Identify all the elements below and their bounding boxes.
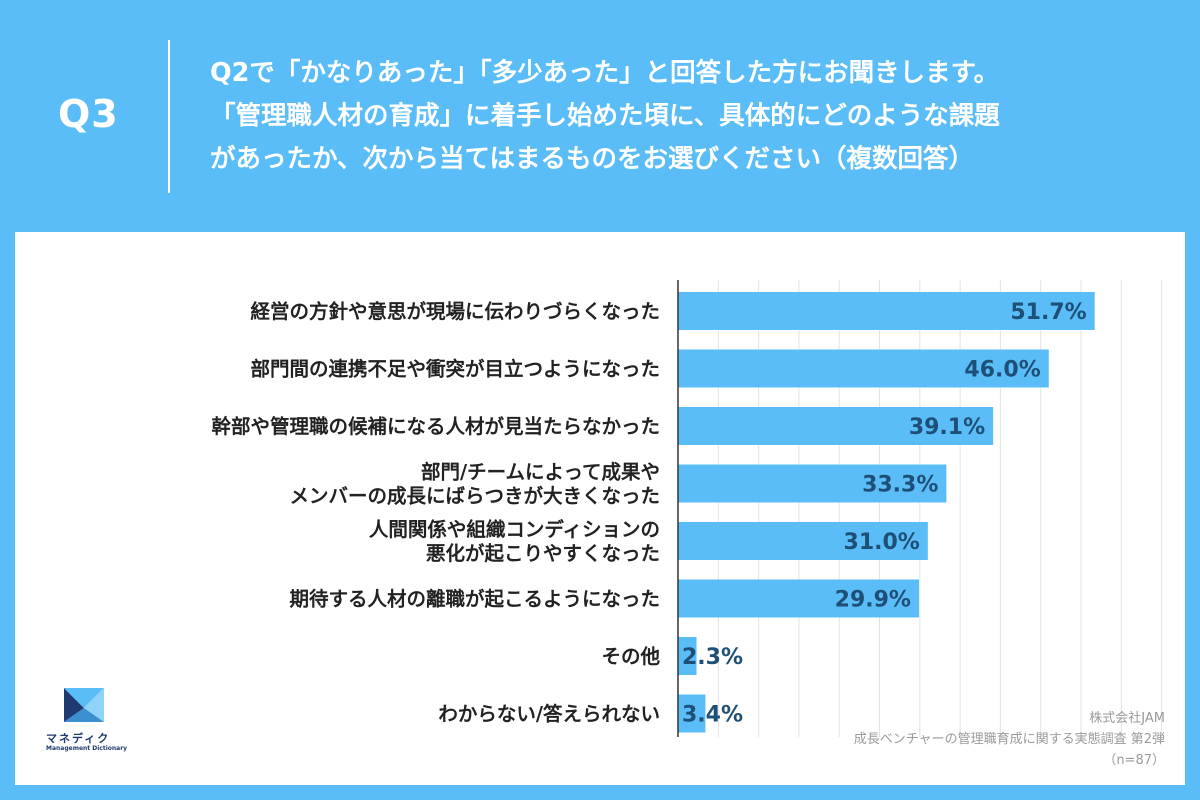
- source-survey: 成長ベンチャーの管理職育成に関する実態調査 第2弾: [853, 732, 1165, 747]
- bar-3: [678, 464, 947, 503]
- source-sample: （n=87）: [1103, 753, 1165, 768]
- category-label-1-0: 部門間の連携不足や衝突が目立つようになった: [250, 358, 660, 381]
- value-label-7: 3.4%: [682, 703, 743, 728]
- bar-7: [678, 694, 706, 733]
- value-label-2: 39.1%: [909, 415, 985, 440]
- header-divider: [168, 40, 170, 193]
- value-label-3: 33.3%: [862, 473, 938, 498]
- header: Q3 Q2で「かなりあった」「多少あった」と回答した方にお聞きします。 「管理職…: [0, 0, 1200, 232]
- category-label-3-1: メンバーの成長にばらつきが大きくなった: [289, 485, 660, 508]
- bar-4: [678, 522, 928, 560]
- bar-5: [678, 579, 919, 618]
- question-number: Q3: [58, 92, 119, 136]
- value-label-0: 51.7%: [1010, 300, 1086, 325]
- value-label-5: 29.9%: [835, 588, 911, 613]
- value-label-4: 31.0%: [844, 530, 920, 555]
- category-label-2-0: 幹部や管理職の候補になる人材が見当たらなかった: [211, 415, 660, 438]
- value-label-1: 46.0%: [964, 358, 1040, 383]
- category-label-7-0: わからない/答えられない: [438, 703, 660, 726]
- question-line-3: があったか、次から当てはまるものをお選びください（複数回答）: [210, 144, 974, 174]
- category-label-4-1: 悪化が起こりやすくなった: [426, 542, 660, 565]
- source-company: 株式会社JAM: [1089, 711, 1165, 726]
- bar-6: [678, 637, 697, 675]
- logo-name: マネディク: [46, 732, 111, 745]
- bar-chart: 51.7% 経営の方針や意思が現場に伝わりづらくなった 46.0% 部門間の連携不足や…: [211, 280, 1163, 737]
- category-label-4-0: 人間関係や組織コンディションの: [369, 518, 660, 541]
- category-label-5-0: 期待する人材の離職が起こるようになった: [289, 588, 660, 611]
- category-label-6-0: その他: [601, 645, 660, 668]
- manedic-logo-icon: [64, 688, 104, 722]
- source-note: 株式会社JAM 成長ベンチャーの管理職育成に関する実態調査 第2弾 （n=87）: [854, 708, 1165, 771]
- question-line-1: Q2で「かなりあった」「多少あった」と回答した方にお聞きします。: [210, 58, 1000, 88]
- category-label-3-0: 部門/チームによって成果や: [421, 461, 660, 484]
- bar-0: [678, 292, 1095, 330]
- bar-1: [678, 349, 1049, 388]
- category-label-0-0: 経営の方針や意思が現場に伝わりづらくなった: [250, 300, 660, 323]
- chart-panel: 51.7% 経営の方針や意思が現場に伝わりづらくなった 46.0% 部門間の連携不足や…: [15, 232, 1185, 785]
- logo-subtitle: Management Dictionary: [46, 745, 128, 752]
- question-line-2: 「管理職人材の育成」に着手し始めた頃に、具体的にどのような課題: [210, 101, 1000, 131]
- question-text: Q2で「かなりあった」「多少あった」と回答した方にお聞きします。 「管理職人材の…: [210, 52, 1170, 181]
- value-label-6: 2.3%: [682, 645, 743, 670]
- bar-2: [678, 407, 994, 445]
